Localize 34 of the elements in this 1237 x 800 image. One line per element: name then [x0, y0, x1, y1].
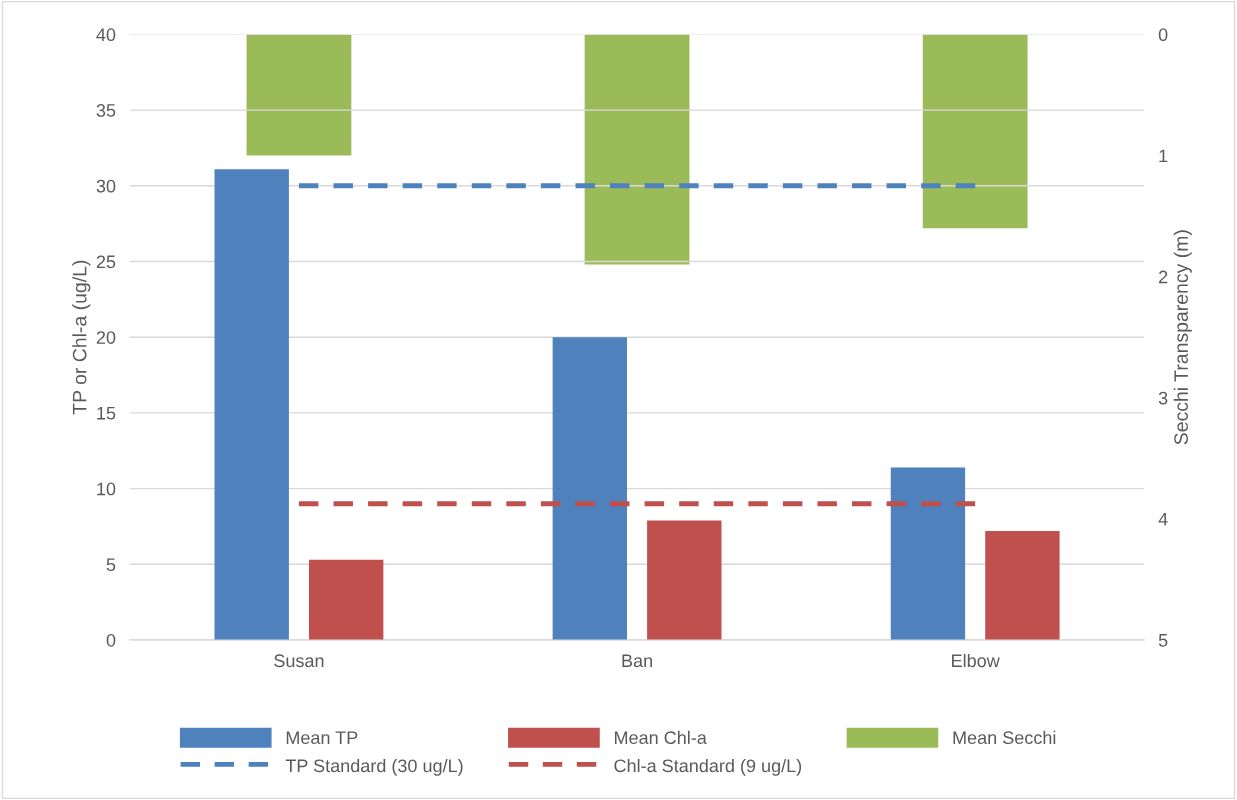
- y-tick-label: 20: [96, 331, 116, 344]
- y-tick-label: 15: [97, 407, 116, 420]
- y-tick-label: 30: [96, 179, 116, 193]
- legend-label: Mean TP: [286, 731, 358, 745]
- legend-label: Mean Secchi: [953, 730, 1056, 745]
- legend-label: TP Standard (30 ug/L): [285, 758, 463, 776]
- bar: [922, 34, 1028, 229]
- bar: [308, 559, 384, 640]
- bar: [890, 467, 966, 640]
- y-tick-label: 35: [96, 104, 116, 117]
- x-tick-label: Elbow: [952, 653, 1000, 668]
- bar: [647, 520, 722, 640]
- y2-tick-label: 5: [1158, 634, 1168, 647]
- y2-tick-label: 4: [1158, 513, 1168, 526]
- legend-label: Chl-a Standard (9 ug/L): [614, 758, 802, 776]
- x-tick-label: Susan: [274, 654, 324, 668]
- y2-tick-label: 0: [1158, 28, 1168, 42]
- y2-tick-label: 2: [1159, 270, 1168, 284]
- y-tick-label: 25: [96, 255, 116, 269]
- bar: [246, 34, 352, 156]
- y-tick-label: 5: [106, 558, 116, 572]
- bar: [214, 169, 289, 640]
- y-tick-label: 40: [96, 28, 116, 42]
- y2-axis-title: Secchi Transparency (m): [1173, 230, 1192, 445]
- y2-tick-label: 1: [1159, 149, 1168, 163]
- y-tick-label: 0: [106, 633, 116, 647]
- x-tick-label: Ban: [622, 654, 652, 668]
- y2-tick-label: 3: [1158, 391, 1168, 405]
- y-tick-label: 10: [97, 482, 116, 496]
- bar: [584, 34, 690, 265]
- legend-label: Mean Chl-a: [614, 730, 707, 745]
- bar: [985, 530, 1060, 640]
- y-axis-title: TP or Chl-a (ug/L): [72, 260, 91, 415]
- bar: [552, 337, 628, 640]
